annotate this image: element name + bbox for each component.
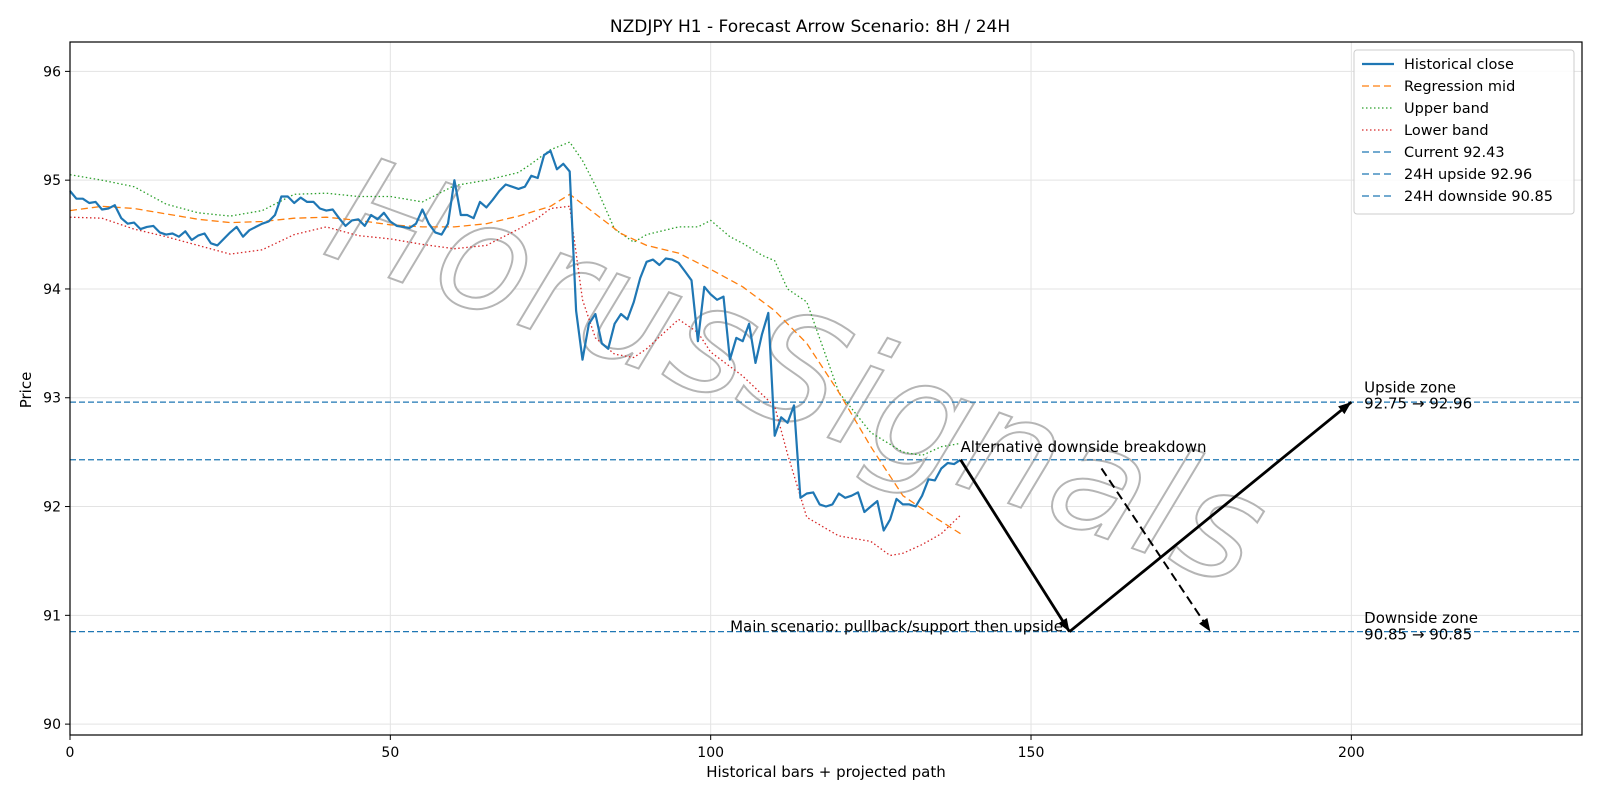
legend-label-6: 24H upside 92.96 [1404, 167, 1532, 183]
x-tick-label-0: 0 [66, 745, 75, 761]
grid-lines [69, 42, 1582, 735]
series-lines [69, 141, 962, 557]
plot-frame [69, 41, 1583, 736]
y-tick-label-96: 96 [43, 64, 61, 80]
annotation-3: Upside zone [1364, 378, 1456, 396]
annotation-1: Alternative downside breakdown [961, 438, 1207, 456]
legend-label-3: Upper band [1404, 101, 1489, 117]
legend-label-2: Regression mid [1404, 79, 1515, 95]
x-axis-label: Historical bars + projected path [706, 763, 946, 781]
legend-label-1: Historical close [1404, 57, 1514, 73]
forecast-arrow-head-3 [1199, 618, 1211, 632]
annotation-6: 90.85 → 90.85 [1364, 625, 1472, 643]
legend-label-4: Lower band [1404, 123, 1489, 139]
series-line-historical [69, 149, 962, 532]
forecast-arrow-2 [1068, 401, 1353, 633]
x-tick-label-200: 200 [1338, 745, 1365, 761]
x-axis-ticks: 0 50 100 150 200 [66, 735, 1365, 761]
annotation-5: Downside zone [1364, 609, 1478, 627]
annotations: Alternative downside breakdown Main scena… [730, 378, 1478, 643]
legend: Historical close Regression mid Upper band… [1353, 49, 1575, 215]
y-tick-label-90: 90 [43, 717, 61, 733]
forecast-arrow-1 [959, 459, 1071, 633]
forecast-arrows [959, 401, 1353, 633]
y-tick-label-92: 92 [43, 500, 61, 516]
forecast-arrow-3 [1100, 467, 1212, 633]
forecast-arrow-head-2 [1338, 402, 1352, 415]
x-tick-label-50: 50 [381, 745, 399, 761]
forecast-arrow-head-1 [1058, 617, 1070, 632]
reference-lines [70, 401, 1582, 633]
annotation-2: Main scenario: pullback/support then ups… [730, 618, 1063, 636]
y-axis-ticks: 90 91 92 93 94 95 96 [43, 64, 70, 733]
y-tick-label-93: 93 [43, 391, 61, 407]
x-tick-label-150: 150 [1018, 745, 1045, 761]
legend-box [1353, 49, 1575, 215]
annotation-4: 92.75 → 92.96 [1364, 395, 1472, 413]
y-axis-label: Price [17, 372, 35, 409]
y-tick-label-95: 95 [43, 173, 61, 189]
chart-title: NZDJPY H1 - Forecast Arrow Scenario: 8H … [610, 17, 1010, 37]
y-tick-label-91: 91 [43, 608, 61, 624]
series-line-lower [69, 205, 961, 557]
legend-label-5: Current 92.43 [1404, 145, 1505, 161]
x-tick-label-100: 100 [697, 745, 724, 761]
y-tick-label-94: 94 [43, 282, 61, 298]
legend-label-7: 24H downside 90.85 [1404, 189, 1553, 205]
series-line-regression [69, 193, 961, 535]
